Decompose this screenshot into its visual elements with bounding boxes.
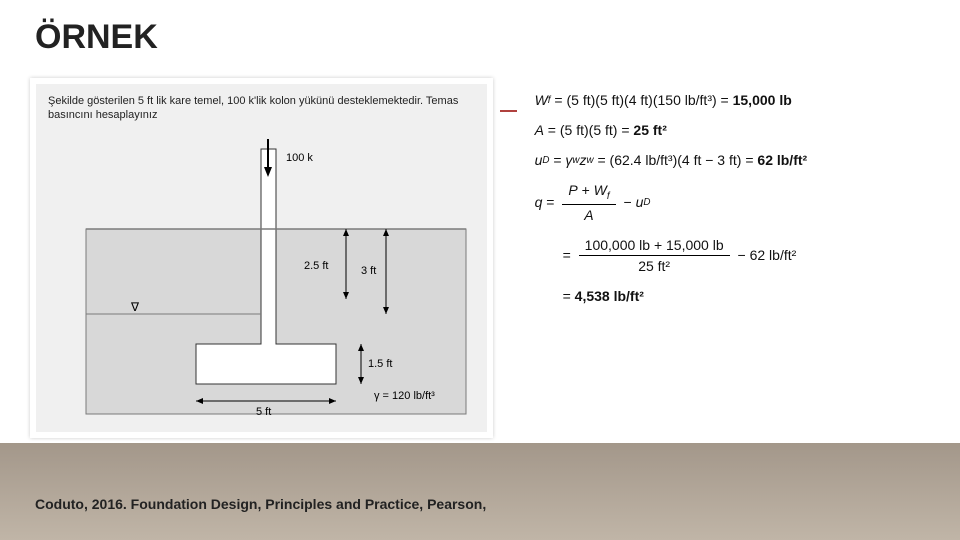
eq-qnum-den: 25 ft²	[632, 256, 676, 274]
content-row: Şekilde gösterilen 5 ft lik kare temel, …	[30, 78, 930, 438]
eq-wf-rhs: (5 ft)(5 ft)(4 ft)(150 lb/ft³)	[567, 92, 717, 108]
eq-q-result: = 4,538 lb/ft²	[535, 288, 912, 304]
eq-ud-rhs: (62.4 lb/ft³)(4 ft − 3 ft)	[610, 152, 742, 168]
eq-q-result-val: 4,538 lb/ft²	[575, 288, 644, 304]
eq-a: A = (5 ft)(5 ft) = 25 ft²	[535, 122, 912, 138]
eq-q: q = P + Wf A − uD	[535, 182, 912, 223]
water-mark-icon: ∇	[130, 300, 140, 314]
dim-2-5: 2.5 ft	[304, 260, 328, 272]
footing-diagram: 100 k ∇ 2.5 ft 3 ft	[76, 139, 476, 419]
problem-text: Şekilde gösterilen 5 ft lik kare temel, …	[48, 94, 475, 123]
eq-qnum-tail: − 62 lb/ft²	[738, 247, 797, 263]
problem-line-1: Şekilde gösterilen 5 ft lik kare temel, …	[48, 95, 458, 107]
slide: ÖRNEK Şekilde gösterilen 5 ft lik kare t…	[0, 0, 960, 540]
problem-line-2: basıncını hesaplayınız	[48, 109, 157, 121]
dim-3: 3 ft	[361, 265, 376, 277]
dim-1-5: 1.5 ft	[368, 358, 392, 370]
eq-a-result: 25 ft²	[633, 122, 666, 138]
eq-wf: Wf = (5 ft)(5 ft)(4 ft)(150 lb/ft³) = 15…	[535, 92, 912, 108]
page-title: ÖRNEK	[35, 18, 158, 57]
eq-ud: uD = γwzw = (62.4 lb/ft³)(4 ft − 3 ft) =…	[535, 152, 912, 168]
load-label: 100 k	[286, 152, 313, 164]
gamma-label: γ = 120 lb/ft³	[374, 390, 435, 402]
eq-wf-result: 15,000 lb	[733, 92, 792, 108]
problem-panel: Şekilde gösterilen 5 ft lik kare temel, …	[30, 78, 493, 438]
eq-ud-result: 62 lb/ft²	[757, 152, 807, 168]
citation: Coduto, 2016. Foundation Design, Princip…	[35, 496, 486, 512]
equations-panel: Wf = (5 ft)(5 ft)(4 ft)(150 lb/ft³) = 15…	[517, 78, 930, 438]
eq-qnum-num: 100,000 lb + 15,000 lb	[579, 237, 730, 256]
eq-a-rhs: (5 ft)(5 ft)	[560, 122, 618, 138]
eq-q-num: = 100,000 lb + 15,000 lb 25 ft² − 62 lb/…	[535, 237, 912, 274]
dim-5: 5 ft	[256, 406, 271, 418]
